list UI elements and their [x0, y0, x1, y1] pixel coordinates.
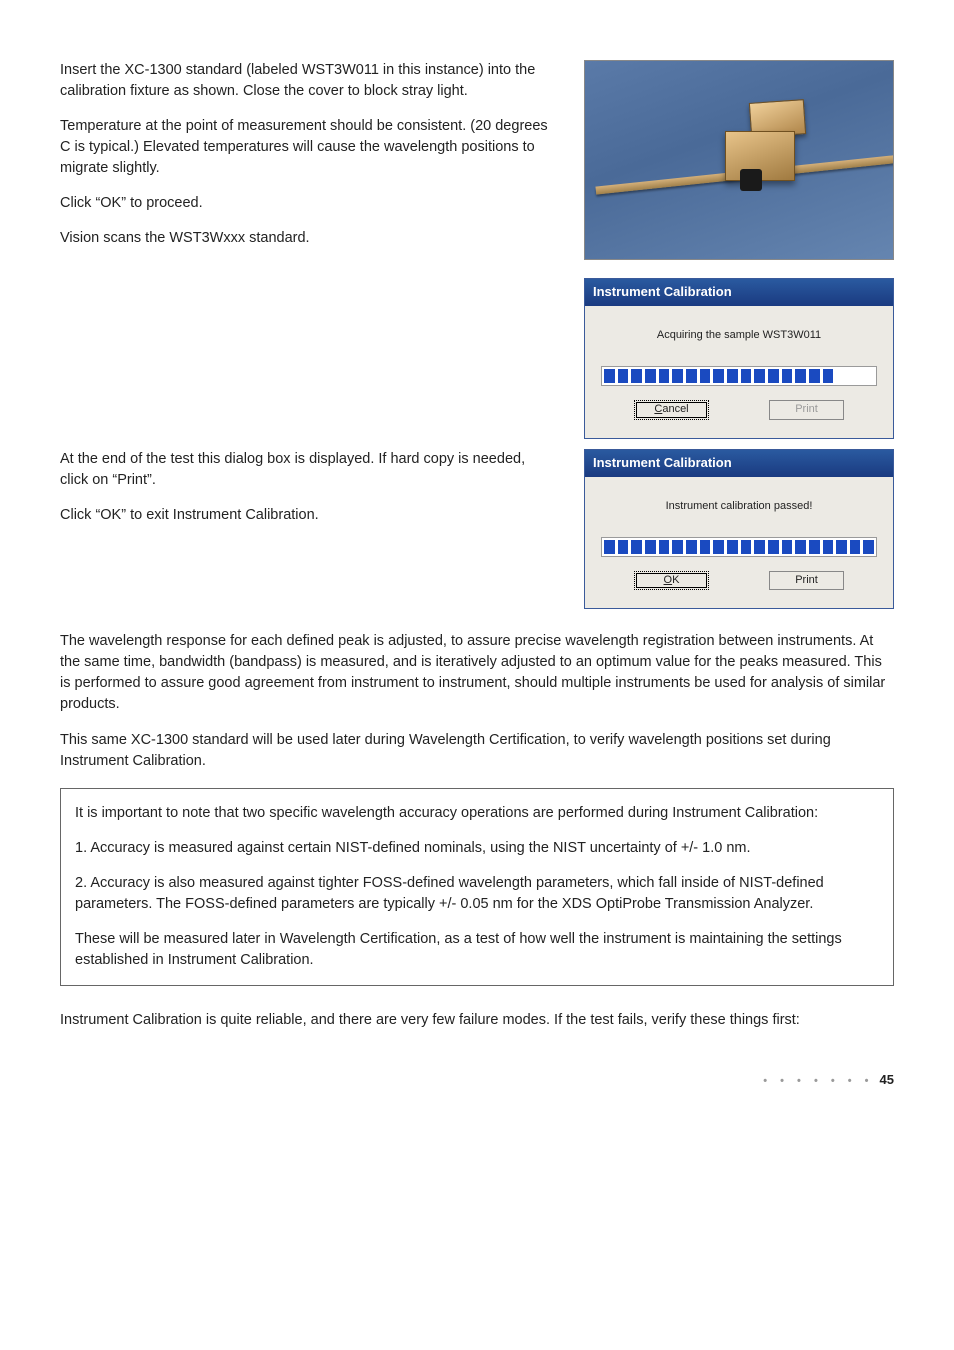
body-paragraph: Click “OK” to exit Instrument Calibratio…	[60, 505, 554, 526]
print-button: Print	[769, 400, 844, 420]
instrument-calibration-dialog-acquiring: Instrument Calibration Acquiring the sam…	[584, 278, 894, 439]
progress-bar	[601, 366, 877, 386]
body-paragraph: At the end of the test this dialog box i…	[60, 449, 554, 491]
footer-dots-icon: • • • • • • •	[763, 1075, 873, 1087]
cancel-button[interactable]: Cancel	[634, 400, 709, 420]
callout-paragraph: 2. Accuracy is also measured against tig…	[75, 873, 879, 915]
body-paragraph: Temperature at the point of measurement …	[60, 116, 554, 179]
callout-paragraph: It is important to note that two specifi…	[75, 803, 879, 824]
print-button[interactable]: Print	[769, 571, 844, 591]
body-paragraph: Instrument Calibration is quite reliable…	[60, 1010, 894, 1031]
body-paragraph: Vision scans the WST3Wxxx standard.	[60, 228, 554, 249]
body-paragraph: Click “OK” to proceed.	[60, 193, 554, 214]
dialog-message: Acquiring the sample WST3W011	[597, 328, 881, 344]
dialog-message: Instrument calibration passed!	[597, 499, 881, 515]
calibration-fixture-photo	[584, 60, 894, 260]
body-paragraph: Insert the XC-1300 standard (labeled WST…	[60, 60, 554, 102]
ok-button[interactable]: OK	[634, 571, 709, 591]
progress-bar	[601, 537, 877, 557]
dialog-title: Instrument Calibration	[585, 450, 893, 477]
body-paragraph: This same XC-1300 standard will be used …	[60, 730, 894, 772]
dialog-title: Instrument Calibration	[585, 279, 893, 306]
callout-box: It is important to note that two specifi…	[60, 788, 894, 986]
page-number: 45	[880, 1072, 894, 1087]
callout-paragraph: 1. Accuracy is measured against certain …	[75, 838, 879, 859]
instrument-calibration-dialog-passed: Instrument Calibration Instrument calibr…	[584, 449, 894, 610]
page-footer: • • • • • • • 45	[60, 1071, 894, 1090]
body-paragraph: The wavelength response for each defined…	[60, 631, 894, 715]
callout-paragraph: These will be measured later in Waveleng…	[75, 929, 879, 971]
